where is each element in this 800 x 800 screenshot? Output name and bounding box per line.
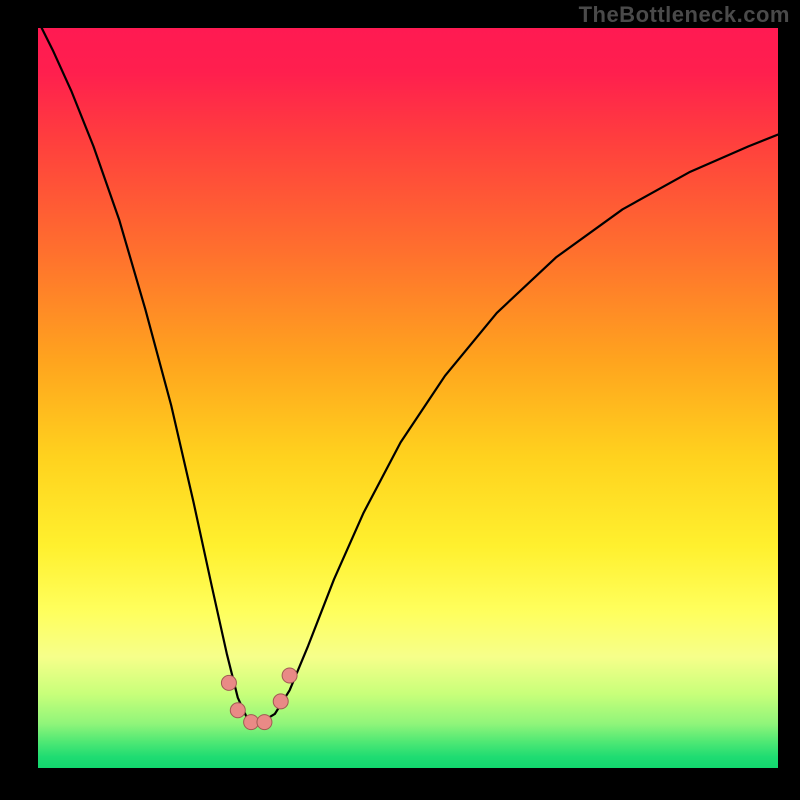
- valley-marker: [230, 703, 245, 718]
- valley-marker: [282, 668, 297, 683]
- watermark-text: TheBottleneck.com: [579, 2, 790, 28]
- valley-marker: [273, 694, 288, 709]
- valley-marker: [257, 715, 272, 730]
- valley-marker: [244, 715, 259, 730]
- chart-svg: [0, 0, 800, 800]
- valley-marker: [221, 675, 236, 690]
- chart-stage: TheBottleneck.com: [0, 0, 800, 800]
- plot-gradient-background: [38, 28, 778, 768]
